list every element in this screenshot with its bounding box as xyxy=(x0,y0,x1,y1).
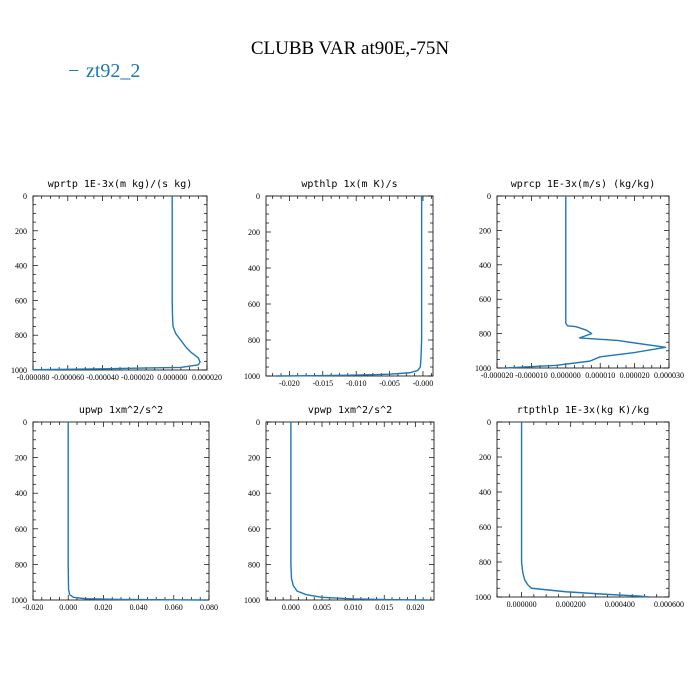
panel-title: vpwp 1xm^2/s^2 xyxy=(308,405,392,416)
y-tick-label: 400 xyxy=(15,262,27,271)
y-tick-label: 600 xyxy=(479,295,491,304)
x-tick-label: 0.020 xyxy=(406,603,424,612)
y-tick-label: 600 xyxy=(479,523,491,532)
panel-6: rtpthlp 1E-3x(kg K)/kg 0 200 400 600 800 1000 0… xyxy=(475,405,684,609)
y-tick-label: 400 xyxy=(15,489,27,498)
y-tick-label: 400 xyxy=(479,488,491,497)
x-tick-label: 0.000020 xyxy=(620,371,650,380)
y-tick-label: 0 xyxy=(487,418,491,427)
y-tick-label: 1000 xyxy=(11,366,27,375)
panel-2: wpthlp 1x(m K)/s 0 200 400 600 800 1000 -0.020 -… xyxy=(244,179,434,388)
x-tick-label: -0.000080 xyxy=(17,373,50,382)
series-line xyxy=(67,422,206,601)
y-tick-label: 200 xyxy=(248,228,260,237)
x-tick-label: -0.020 xyxy=(23,603,44,612)
x-tick-label: 0.000 xyxy=(282,603,300,612)
x-tick-label: -0.000040 xyxy=(86,373,119,382)
x-tick-label: 0.005 xyxy=(313,603,331,612)
plot-frame xyxy=(32,421,210,601)
x-tick-label: 0.000 xyxy=(59,603,77,612)
legend: − zt92_2 xyxy=(68,60,140,82)
plot-frame xyxy=(496,195,670,369)
y-tick-label: 1000 xyxy=(11,596,27,605)
y-tick-label: 400 xyxy=(248,264,260,273)
x-tick-label: 0.000400 xyxy=(605,600,635,609)
y-tick-label: 1000 xyxy=(244,596,260,605)
series-line xyxy=(32,196,201,371)
series-line xyxy=(290,422,428,601)
x-tick-label: -0.015 xyxy=(312,379,333,388)
panel-title: wprcp 1E-3x(m/s) (kg/kg) xyxy=(511,179,656,190)
x-tick-label: 0.000000 xyxy=(157,373,187,382)
y-tick-label: 0 xyxy=(487,192,491,201)
y-tick-label: 1000 xyxy=(475,364,491,373)
y-tick-label: 200 xyxy=(15,227,27,236)
y-tick-label: 800 xyxy=(15,331,27,340)
x-tick-label: 0.000000 xyxy=(507,600,537,609)
y-tick-label: 200 xyxy=(248,454,260,463)
x-tick-label: 0.000010 xyxy=(585,371,615,380)
y-tick-label: 0 xyxy=(256,192,260,201)
x-tick-label: -0.000 xyxy=(413,379,434,388)
series-line xyxy=(503,196,667,369)
y-tick-label: 800 xyxy=(479,558,491,567)
y-tick-label: 0 xyxy=(23,192,27,201)
x-tick-label: -0.000010 xyxy=(515,371,548,380)
x-tick-label: -0.000060 xyxy=(51,373,84,382)
panel-4: upwp 1xm^2/s^2 0 200 400 600 800 1000-0.020 0.0… xyxy=(11,405,218,612)
panel-1: wprtp 1E-3x(m kg)/(s kg) 0 200 400 600 800 100… xyxy=(11,179,222,382)
x-tick-label: 0.000020 xyxy=(192,373,222,382)
panel-title: upwp 1xm^2/s^2 xyxy=(79,405,163,416)
x-tick-label: 0.040 xyxy=(130,603,148,612)
y-tick-label: 200 xyxy=(15,454,27,463)
legend-label: zt92_2 xyxy=(86,60,140,82)
y-tick-label: 800 xyxy=(479,330,491,339)
series-line xyxy=(520,422,650,598)
y-tick-label: 200 xyxy=(479,226,491,235)
y-tick-label: 800 xyxy=(248,336,260,345)
plot-frame xyxy=(265,195,434,377)
y-tick-label: 200 xyxy=(479,453,491,462)
y-tick-label: 600 xyxy=(248,300,260,309)
y-tick-label: 800 xyxy=(248,560,260,569)
plot-frame xyxy=(32,195,208,371)
x-tick-label: 0.080 xyxy=(200,603,218,612)
x-tick-label: -0.005 xyxy=(379,379,400,388)
y-tick-label: 1000 xyxy=(475,593,491,602)
panel-title: rtpthlp 1E-3x(kg K)/kg xyxy=(517,405,649,416)
y-tick-label: 400 xyxy=(479,261,491,270)
y-tick-label: 600 xyxy=(248,525,260,534)
panel-5: vpwp 1xm^2/s^2 0 200 400 600 800 1000 0.000 0.00… xyxy=(244,405,435,612)
x-tick-label: 0.010 xyxy=(344,603,362,612)
x-tick-label: -0.000020 xyxy=(481,371,514,380)
y-tick-label: 1000 xyxy=(244,372,260,381)
x-tick-label: 0.020 xyxy=(94,603,112,612)
y-tick-label: 0 xyxy=(23,418,27,427)
panels: wprtp 1E-3x(m kg)/(s kg) 0 200 400 600 800 100… xyxy=(11,179,684,612)
panel-3: wprcp 1E-3x(m/s) (kg/kg) 0 200 400 600 800 100… xyxy=(475,179,684,380)
y-tick-label: 0 xyxy=(256,418,260,427)
x-tick-label: 0.000600 xyxy=(654,600,684,609)
x-tick-label: 0.000200 xyxy=(556,600,586,609)
x-tick-label: 0.015 xyxy=(375,603,393,612)
panel-title: wprtp 1E-3x(m kg)/(s kg) xyxy=(48,179,193,190)
x-tick-label: 0.000000 xyxy=(551,371,581,380)
y-tick-label: 800 xyxy=(15,560,27,569)
y-tick-label: 600 xyxy=(15,525,27,534)
legend-marker: − xyxy=(68,60,79,82)
x-tick-label: -0.000020 xyxy=(121,373,154,382)
y-tick-label: 400 xyxy=(248,489,260,498)
x-tick-label: -0.020 xyxy=(279,379,300,388)
x-tick-label: -0.010 xyxy=(346,379,367,388)
x-tick-label: 0.060 xyxy=(165,603,183,612)
panel-title: wpthlp 1x(m K)/s xyxy=(301,179,397,190)
y-tick-label: 600 xyxy=(15,296,27,305)
series-line xyxy=(276,196,423,377)
x-tick-label: 0.000030 xyxy=(654,371,684,380)
figure-title: CLUBB VAR at90E,-75N xyxy=(251,38,450,59)
